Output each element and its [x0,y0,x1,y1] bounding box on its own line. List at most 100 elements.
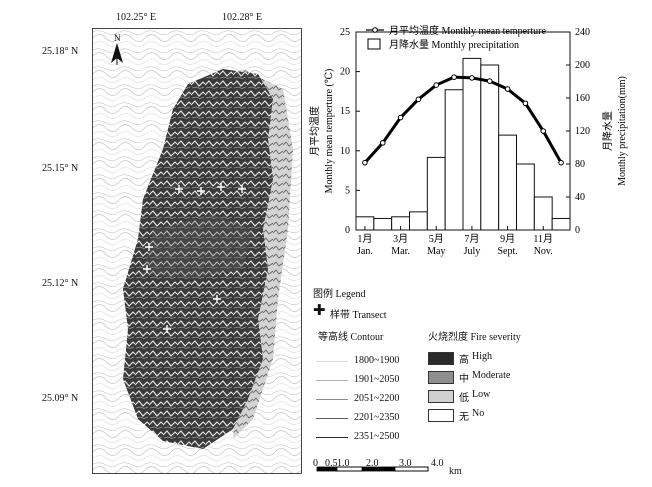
temperature-point [540,128,547,134]
precipitation-bar [516,163,535,231]
scale-bar [316,466,429,472]
x-tick-label-zh: 1月 [357,233,372,245]
contour-label: 2051~2200 [354,393,400,404]
scale-unit: km [449,466,462,477]
severity-swatch [428,409,454,422]
x-tick-label-zh: 7月 [464,233,479,245]
lat-label-4: 25.09° N [42,393,79,404]
transect-label: 样带 Transect [330,310,387,321]
right-tick-label: 80 [575,159,585,170]
x-tick-label-zh: 5月 [429,233,444,245]
right-tick-label: 120 [575,126,590,137]
temperature-series-line [363,75,563,164]
contour-title: 等高线 Contour [318,332,384,343]
temperature-point [522,100,529,107]
temperature-point [558,159,564,166]
temperature-point [504,86,511,92]
precipitation-bar [409,211,428,231]
map-canvas: N [93,29,301,473]
severity-swatch [428,371,454,384]
x-tick-label-en: May [427,246,445,257]
precipitation-bar [462,57,482,231]
lat-label-1: 25.18° N [42,46,79,57]
precipitation-bar [551,217,571,231]
severity-swatch [428,390,454,403]
right-axis-title-zh: 月降水量 [601,111,614,151]
contour-swatch [316,418,348,419]
temperature-point [469,75,475,81]
lon-label-2: 102.28° E [222,12,263,23]
legend-line-marker [372,27,378,33]
left-tick-label: 20 [340,67,350,78]
contour-label: 2201~2350 [354,412,400,423]
right-tick-label: 40 [575,192,585,203]
x-tick-label-zh: 3月 [393,233,408,245]
lat-label-3: 25.12° N [42,278,79,289]
left-tick-label: 25 [340,27,350,38]
temperature-point [486,78,493,84]
temperature-point [433,82,440,88]
x-tick-label-en: Jan. [357,246,373,257]
x-tick-label-zh: 9月 [500,233,515,245]
severity-label-zh: 无 [459,412,469,423]
x-tick-label-zh: 11月 [533,233,553,245]
contour-label: 1800~1900 [354,355,400,366]
contour-label: 2351~2500 [354,431,400,442]
lat-label-2: 25.15° N [42,163,79,174]
severity-label-en: Low [472,389,491,400]
precipitation-bar [533,196,553,231]
legend-title: 图例 Legend [313,289,366,300]
precipitation-bar [498,134,518,231]
right-tick-label: 200 [575,60,590,71]
left-tick-label: 15 [340,106,350,117]
right-tick-label: 0 [575,225,580,236]
left-tick-label: 0 [345,225,350,236]
north-label: N [114,33,121,43]
contour-swatch [316,437,348,438]
legend-precipitation-label: 月降水量 Monthly precipitation [389,38,519,51]
fire-severity-map: N [92,28,302,474]
legend-temperature-label: 月平均温度 Monthly mean temperture [389,24,546,37]
contour-swatch [316,399,348,400]
contour-swatch [316,361,348,362]
temperature-point [415,96,422,103]
left-tick-label: 5 [345,185,350,196]
severity-title: 火烧烈度 Fire severity [428,332,521,343]
transect-markers [143,183,246,333]
precipitation-bar [480,64,500,231]
transect-icon: ✚ [313,303,326,319]
scale-tick-label: 0.5 [325,458,338,469]
severity-label-zh: 低 [459,393,469,404]
precipitation-bar [444,89,464,231]
north-arrow-icon [111,43,123,65]
x-tick-label-en: Mar. [391,246,410,257]
severity-label-en: High [472,351,492,362]
severity-label-en: Moderate [472,370,511,381]
contour-label: 1901~2050 [354,374,400,385]
contour-swatch [316,380,348,381]
x-tick-label-en: Nov. [534,246,553,257]
precipitation-bar [426,156,446,231]
severity-swatch [428,352,454,365]
right-tick-label: 240 [575,27,590,38]
temperature-point [397,114,404,121]
temperature-point [451,74,457,80]
severity-label-zh: 高 [459,355,469,366]
temperature-point [379,140,386,146]
x-tick-label-en: July [464,246,481,257]
scale-tick-label: 4.0 [431,458,444,469]
temperature-line [362,74,564,166]
x-tick-label-en: Sept. [497,246,517,257]
lon-label-1: 102.25° E [116,12,157,23]
left-tick-label: 10 [340,146,350,157]
chart-axes [355,31,571,231]
scale-tick-label: 1.0 [337,458,350,469]
temperature-point [362,159,368,166]
right-axis-title-en: Monthly precipitation(mm) [617,76,628,186]
scale-tick-label: 2.0 [366,458,379,469]
precipitation-bars [355,57,571,231]
right-tick-label: 160 [575,93,590,104]
